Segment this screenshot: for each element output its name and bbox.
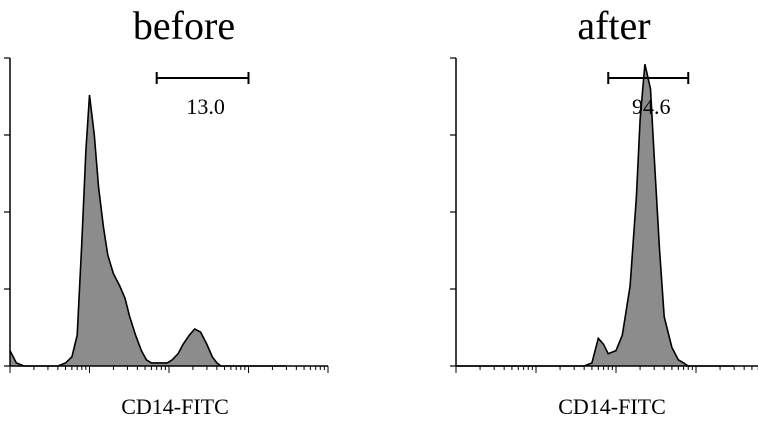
- x-axis-label-after: CD14-FITC: [558, 394, 666, 419]
- histogram-outline-after: [456, 64, 735, 367]
- chart-title-before: before: [132, 3, 236, 48]
- histogram-outline-before: [9, 94, 287, 367]
- chart-title-after: after: [577, 3, 651, 48]
- histogram-area-after: [456, 64, 735, 366]
- gate-label-before: 13.0: [186, 94, 225, 119]
- gate-label-after: 94.6: [632, 94, 671, 119]
- histogram-area-before: [10, 95, 287, 366]
- x-axis-label-before: CD14-FITC: [121, 394, 229, 419]
